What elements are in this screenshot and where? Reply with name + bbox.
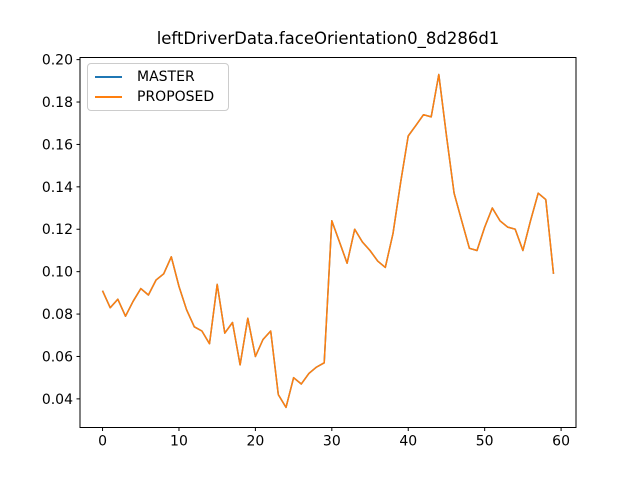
x-tick-label: 40 bbox=[399, 434, 417, 450]
x-tick-label: 0 bbox=[98, 434, 107, 450]
y-tick-label: 0.06 bbox=[42, 349, 73, 365]
y-tick-label: 0.14 bbox=[42, 180, 73, 196]
y-tick-label: 0.16 bbox=[42, 137, 73, 153]
x-tick-label: 30 bbox=[323, 434, 341, 450]
master-line bbox=[101, 73, 555, 409]
legend-label-proposed: PROPOSED bbox=[137, 89, 215, 105]
y-tick-label: 0.12 bbox=[42, 222, 73, 238]
x-tick-label: 20 bbox=[246, 434, 264, 450]
legend: MASTER PROPOSED bbox=[87, 63, 230, 111]
x-tick-label: 50 bbox=[476, 434, 494, 450]
proposed-line bbox=[101, 73, 555, 409]
legend-item-master: MASTER bbox=[95, 70, 218, 84]
y-tick-label: 0.08 bbox=[42, 307, 73, 323]
legend-item-proposed: PROPOSED bbox=[95, 90, 218, 104]
y-tick-label: 0.10 bbox=[42, 265, 73, 281]
y-tick-label: 0.20 bbox=[42, 53, 73, 69]
proposed-line-swatch bbox=[95, 96, 122, 98]
x-tick-label: 60 bbox=[552, 434, 570, 450]
master-line-swatch bbox=[95, 76, 122, 78]
y-tick-label: 0.04 bbox=[42, 392, 73, 408]
chart-title: leftDriverData.faceOrientation0_8d286d1 bbox=[156, 29, 500, 48]
x-tick-label: 10 bbox=[170, 434, 188, 450]
y-tick-label: 0.18 bbox=[42, 95, 73, 111]
legend-label-master: MASTER bbox=[137, 69, 195, 85]
series-layer bbox=[101, 73, 555, 409]
ticks-layer: 0 10 20 30 40 50 60 0.04 0.06 0.08 0.10 0.12 0.14 0.1… bbox=[42, 53, 570, 450]
axes-spines bbox=[79, 57, 577, 428]
